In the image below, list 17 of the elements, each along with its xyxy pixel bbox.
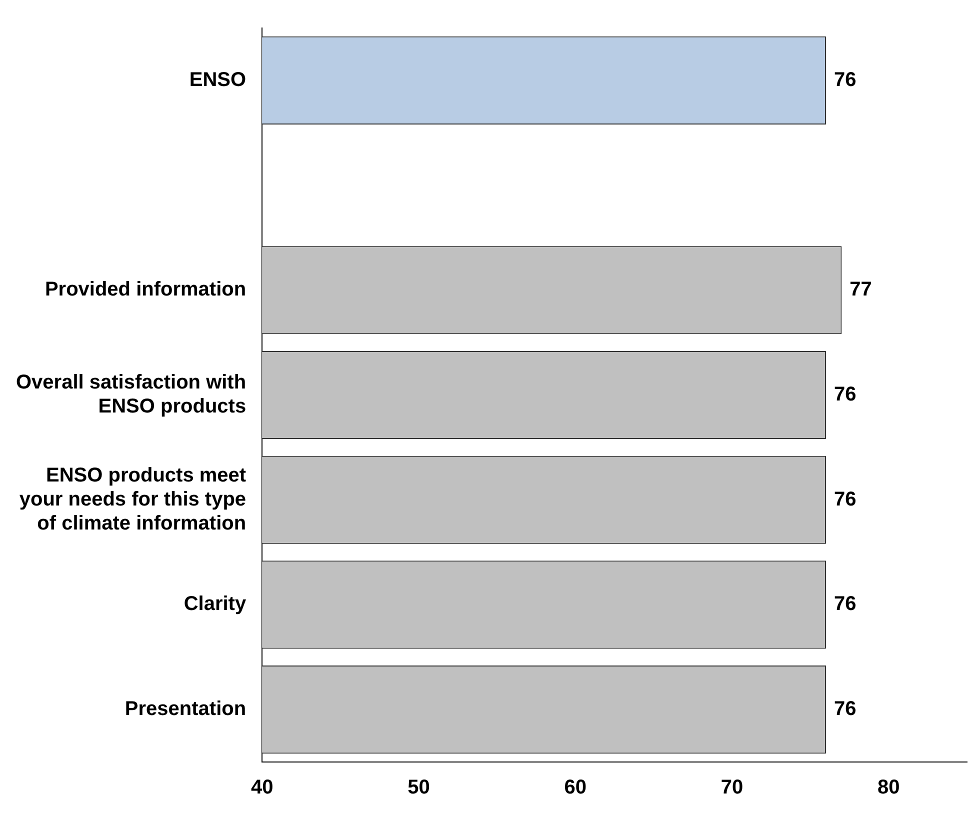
data-label: 76 xyxy=(834,593,856,616)
y-tick-label: Presentation xyxy=(124,698,246,720)
y-tick-label: ENSO products meet your needs for this type of climate information xyxy=(19,464,246,534)
x-tick-label: 60 xyxy=(564,776,586,799)
y-tick-label: Provided information xyxy=(44,278,246,301)
x-tick-label: 80 xyxy=(878,776,900,799)
x-tick-label: 50 xyxy=(408,776,430,799)
data-label: 77 xyxy=(850,278,872,301)
y-tick-label: ENSO xyxy=(189,68,246,91)
data-label: 76 xyxy=(834,698,856,720)
data-label: 76 xyxy=(834,384,856,406)
data-label: 76 xyxy=(834,68,856,91)
x-tick-label: 70 xyxy=(720,776,744,799)
y-tick-label: Clarity xyxy=(184,593,247,616)
x-tick-label: 40 xyxy=(250,776,274,799)
y-tick-label: Overall satisfaction with ENSO products xyxy=(16,372,246,418)
data-label: 76 xyxy=(834,488,856,510)
